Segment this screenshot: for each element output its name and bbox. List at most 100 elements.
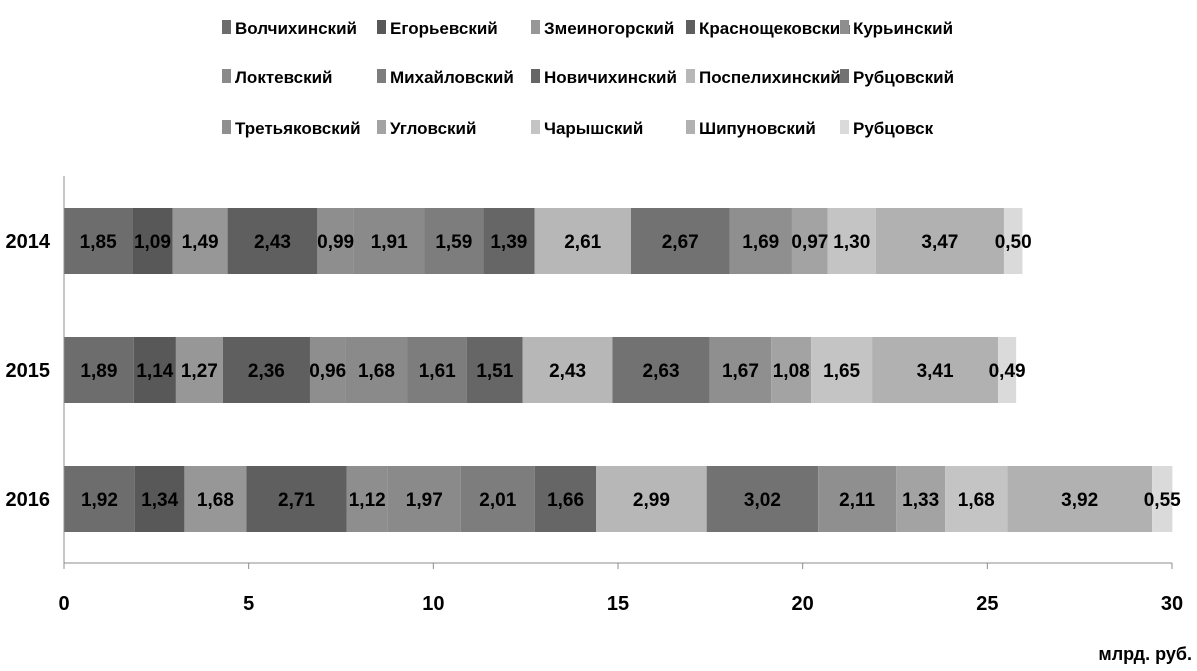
legend-label: Поспелихинский bbox=[699, 68, 841, 87]
bar-segment bbox=[534, 466, 597, 532]
bar-segment bbox=[827, 208, 876, 274]
bar-segment bbox=[872, 337, 999, 403]
legend-label: Шипуновский bbox=[699, 119, 816, 138]
bar-segment bbox=[134, 466, 185, 532]
bar-segment bbox=[184, 466, 247, 532]
bar-value-label: 1,97 bbox=[406, 490, 443, 511]
bar-value-label: 0,97 bbox=[791, 232, 828, 253]
bar-segment bbox=[466, 337, 523, 403]
bar-segment bbox=[246, 466, 347, 532]
legend-label: Егорьевский bbox=[390, 19, 498, 38]
bar-segment bbox=[133, 337, 176, 403]
bars: 2014 1,85 1,09 1,49 2,43 0,99 1,91 1,59 1,39 2,61… bbox=[6, 208, 1181, 532]
bar-value-label: 1,67 bbox=[722, 361, 759, 382]
legend-label: Новичихинский bbox=[544, 68, 677, 87]
bar-value-label: 2,43 bbox=[254, 232, 291, 253]
bar-segment bbox=[534, 208, 631, 274]
bar-segment bbox=[875, 208, 1004, 274]
legend-swatch bbox=[222, 20, 231, 34]
legend-label: Курьинский bbox=[853, 19, 953, 38]
bar-segment bbox=[791, 208, 828, 274]
x-tick-label: 30 bbox=[1161, 593, 1183, 615]
x-tick-label: 15 bbox=[607, 593, 629, 615]
bar-segment bbox=[424, 208, 484, 274]
bar-segment bbox=[709, 337, 772, 403]
bar-value-label: 1,68 bbox=[358, 361, 395, 382]
legend-swatch bbox=[531, 20, 540, 34]
bar-value-label: 2,99 bbox=[633, 490, 670, 511]
legend-swatch bbox=[222, 69, 231, 83]
bar-segment bbox=[1007, 466, 1153, 532]
legend-label: Волчихинский bbox=[235, 19, 357, 38]
bar-value-label: 1,27 bbox=[181, 361, 218, 382]
bar-value-label: 1,34 bbox=[141, 490, 178, 511]
bar-segment bbox=[222, 337, 310, 403]
legend-swatch bbox=[531, 69, 540, 83]
bar-value-label: 1,09 bbox=[134, 232, 171, 253]
legend-swatch bbox=[686, 69, 695, 83]
bar-value-label: 1,89 bbox=[80, 361, 117, 382]
bar-value-label: 1,30 bbox=[833, 232, 870, 253]
bar-value-label: 1,65 bbox=[823, 361, 860, 382]
bar-value-label: 3,47 bbox=[921, 232, 958, 253]
bar-value-label: 1,92 bbox=[81, 490, 118, 511]
bar-value-label: 0,99 bbox=[317, 232, 354, 253]
legend-swatch bbox=[377, 20, 386, 34]
bar-value-label: 2,67 bbox=[662, 232, 699, 253]
bar-value-label: 2,63 bbox=[643, 361, 680, 382]
bar-segment bbox=[175, 337, 223, 403]
bar-value-label: 1,51 bbox=[476, 361, 513, 382]
category-label: 2016 bbox=[6, 489, 51, 511]
bar-segment bbox=[353, 208, 425, 274]
bar-value-label: 1,39 bbox=[490, 232, 527, 253]
legend-label: Третьяковский bbox=[235, 119, 361, 138]
bar-value-label: 2,71 bbox=[278, 490, 315, 511]
x-tick-label: 20 bbox=[792, 593, 814, 615]
bar-segment bbox=[132, 208, 173, 274]
bar-segment bbox=[407, 337, 467, 403]
legend-swatch bbox=[840, 69, 849, 83]
bar-segment bbox=[309, 337, 346, 403]
bar-value-label: 1,08 bbox=[773, 361, 810, 382]
bar-value-label: 3,92 bbox=[1061, 490, 1098, 511]
bar-value-label: 1,68 bbox=[197, 490, 234, 511]
bar-value-label: 0,50 bbox=[995, 232, 1032, 253]
bar-segment bbox=[346, 466, 388, 532]
bar-value-label: 1,49 bbox=[182, 232, 219, 253]
legend: Волчихинский Егорьевский Змеиногорский Крас… bbox=[222, 19, 954, 138]
bar-segment bbox=[729, 208, 792, 274]
legend-label: Михайловский bbox=[390, 68, 514, 87]
bar-value-label: 3,02 bbox=[744, 490, 781, 511]
category-label: 2014 bbox=[6, 231, 51, 253]
bar-value-label: 0,55 bbox=[1144, 490, 1181, 511]
bar-segment bbox=[227, 208, 318, 274]
bar-value-label: 2,43 bbox=[549, 361, 586, 382]
x-tick-label: 0 bbox=[58, 593, 69, 615]
bar-segment bbox=[612, 337, 710, 403]
legend-label: Рубцовск bbox=[853, 119, 934, 138]
bar-value-label: 1,12 bbox=[349, 490, 386, 511]
bar-value-label: 1,69 bbox=[742, 232, 779, 253]
bar-value-label: 1,59 bbox=[435, 232, 472, 253]
bar-segment bbox=[818, 466, 897, 532]
bar-segment bbox=[387, 466, 461, 532]
legend-swatch bbox=[840, 20, 849, 34]
bar-value-label: 1,68 bbox=[958, 490, 995, 511]
legend-label: Угловский bbox=[390, 119, 476, 138]
bar-value-label: 2,01 bbox=[479, 490, 516, 511]
x-tick-label: 25 bbox=[976, 593, 998, 615]
bar-segment bbox=[896, 466, 946, 532]
legend-label: Чарышский bbox=[544, 119, 643, 138]
legend-swatch bbox=[531, 120, 540, 134]
bar-segment bbox=[811, 337, 873, 403]
bar-value-label: 1,33 bbox=[902, 490, 939, 511]
bar-value-label: 3,41 bbox=[917, 361, 954, 382]
bar-value-label: 0,49 bbox=[989, 361, 1026, 382]
legend-swatch bbox=[686, 20, 695, 34]
bar-value-label: 0,96 bbox=[309, 361, 346, 382]
bar-segment bbox=[483, 208, 535, 274]
legend-label: Рубцовский bbox=[853, 68, 954, 87]
bar-value-label: 2,11 bbox=[839, 490, 875, 511]
